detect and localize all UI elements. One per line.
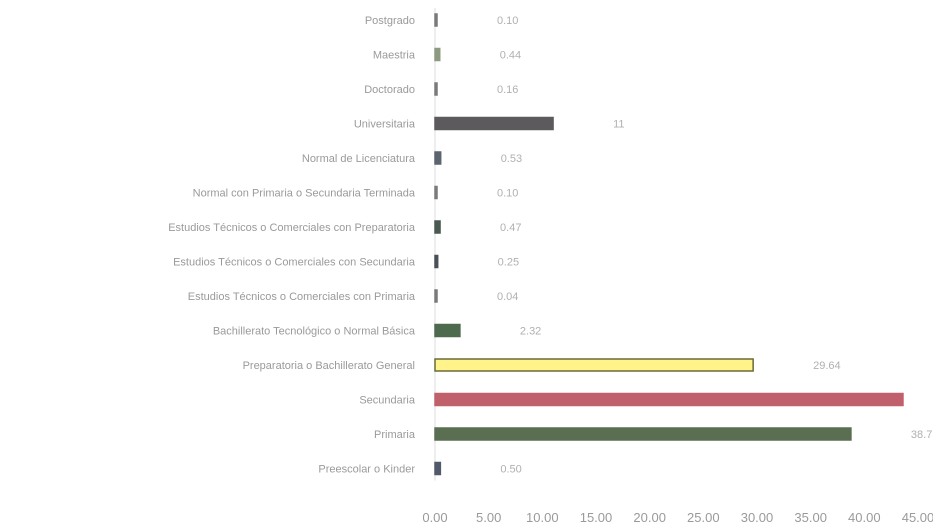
x-tick-label: 25.00 (687, 510, 720, 525)
bar (434, 47, 441, 62)
x-tick-label: 0.00 (422, 510, 447, 525)
value-label: 29.64 (813, 360, 841, 372)
value-label: 0.25 (498, 257, 519, 269)
x-tick-label: 20.00 (633, 510, 666, 525)
value-label: 0.47 (500, 222, 521, 234)
category-label: Maestria (373, 50, 416, 62)
category-label: Primaria (374, 429, 416, 441)
x-tick-label: 10.00 (526, 510, 559, 525)
bar (434, 427, 852, 441)
value-label: 0.53 (501, 153, 522, 165)
category-label: Normal de Licenciatura (302, 153, 416, 165)
x-tick-label: 30.00 (741, 510, 774, 525)
bar (434, 82, 438, 96)
bar (434, 358, 754, 372)
category-label: Secundaria (359, 395, 416, 407)
x-tick-label: 40.00 (848, 510, 881, 525)
category-label: Estudios Técnicos o Comerciales con Secu… (173, 257, 416, 269)
value-label: 0.10 (497, 188, 518, 200)
value-label: 0.50 (500, 464, 521, 476)
value-label: 0.44 (500, 50, 521, 62)
value-label: 11 (613, 119, 624, 131)
category-label: Postgrado (365, 15, 415, 27)
bar (434, 151, 442, 165)
bar (434, 13, 438, 27)
bar (434, 392, 904, 407)
bar (434, 220, 441, 234)
x-tick-label: 35.00 (794, 510, 827, 525)
value-label: 2.32 (520, 326, 541, 338)
x-tick-label: 45.00 (902, 510, 933, 525)
x-tick-label: 15.00 (580, 510, 613, 525)
bar (434, 461, 442, 476)
category-label: Estudios Técnicos o Comerciales con Prep… (168, 222, 416, 234)
category-label: Bachillerato Tecnológico o Normal Básica (213, 326, 416, 338)
category-label: Normal con Primaria o Secundaria Termina… (193, 188, 416, 200)
value-label: 0.16 (497, 84, 518, 96)
category-label: Universitaria (354, 119, 416, 131)
category-label: Doctorado (364, 84, 415, 96)
category-label: Preescolar o Kinder (318, 464, 415, 476)
value-label: 0.10 (497, 15, 518, 27)
bar (434, 116, 554, 131)
bar (434, 254, 439, 269)
bar (434, 323, 461, 338)
bar (434, 185, 438, 200)
category-label: Estudios Técnicos o Comerciales con Prim… (188, 291, 416, 303)
value-label: 38.75 (911, 429, 933, 441)
category-label: Preparatoria o Bachillerato General (243, 360, 415, 372)
bar (434, 289, 438, 303)
x-tick-label: 5.00 (476, 510, 501, 525)
value-label: 0.04 (497, 291, 518, 303)
